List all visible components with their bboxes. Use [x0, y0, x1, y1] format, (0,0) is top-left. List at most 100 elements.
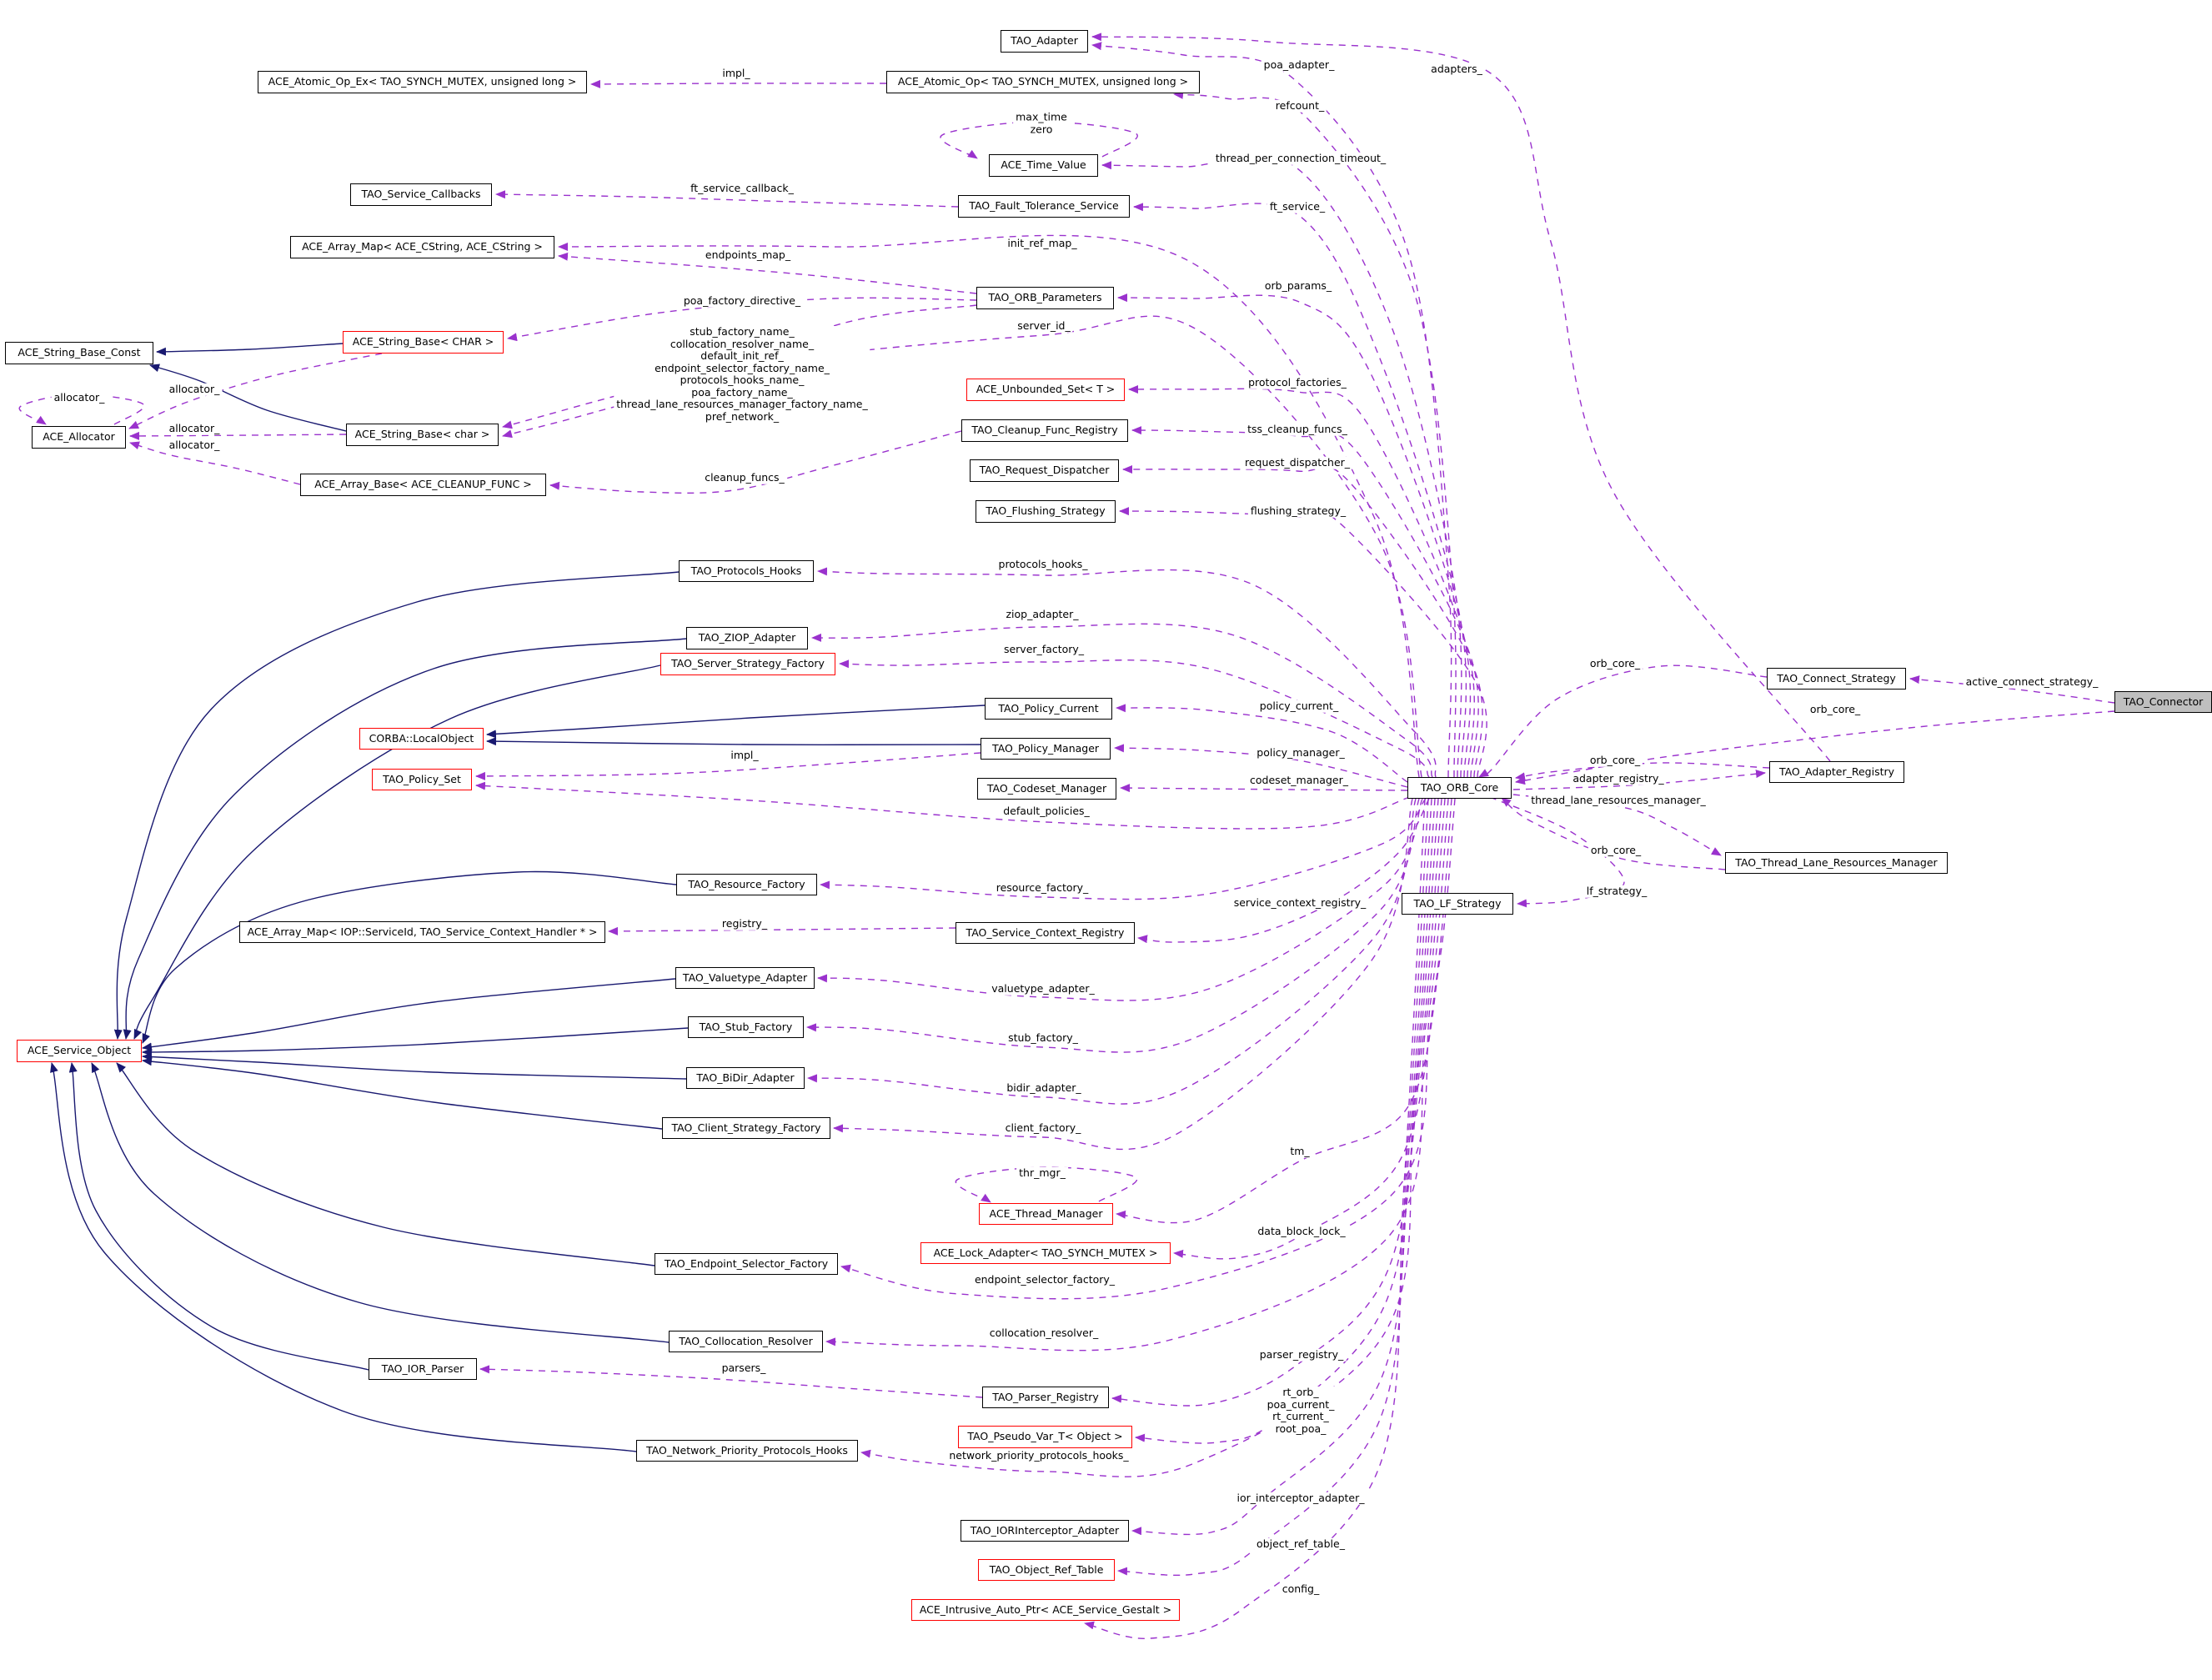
node-tao-stub-factory[interactable]: TAO_Stub_Factory — [688, 1016, 804, 1038]
edge-inh-valuetype — [142, 978, 676, 1051]
node-tao-lf-strategy[interactable]: TAO_LF_Strategy — [1402, 893, 1513, 915]
node-ace-string-base-const[interactable]: ACE_String_Base_Const — [5, 342, 153, 364]
node-tao-orb-parameters[interactable]: TAO_ORB_Parameters — [976, 287, 1114, 309]
node-tao-valuetype-adapter[interactable]: TAO_Valuetype_Adapter — [675, 967, 815, 989]
node-tao-policy-set[interactable]: TAO_Policy_Set — [372, 769, 472, 790]
edge-lf-strategy — [1489, 796, 1625, 908]
edge-policy-manager — [1114, 744, 1408, 788]
node-tao-service-context-registry[interactable]: TAO_Service_Context_Registry — [956, 922, 1135, 944]
edge-active-connect-strategy — [1909, 675, 2115, 704]
edge-orb-param-names — [502, 304, 977, 439]
edge-inh-client-strategy — [142, 1057, 663, 1130]
edge-protocol-factories — [1128, 384, 1475, 778]
node-ace-atomic-op-ex[interactable]: ACE_Atomic_Op_Ex< TAO_SYNCH_MUTEX, unsig… — [258, 71, 587, 93]
node-tao-policy-current[interactable]: TAO_Policy_Current — [985, 698, 1112, 720]
node-tao-resource-factory[interactable]: TAO_Resource_Factory — [676, 874, 817, 895]
node-tao-flushing-strategy[interactable]: TAO_Flushing_Strategy — [976, 500, 1116, 523]
edge-flushing-strategy — [1119, 507, 1487, 778]
edge-inh-stub-factory — [142, 1027, 689, 1056]
edge-parsers — [479, 1365, 983, 1398]
node-ace-array-base[interactable]: ACE_Array_Base< ACE_CLEANUP_FUNC > — [300, 474, 546, 496]
node-tao-pseudo-var-t[interactable]: TAO_Pseudo_Var_T< Object > — [958, 1426, 1132, 1448]
node-tao-fault-tolerance-service[interactable]: TAO_Fault_Tolerance_Service — [958, 195, 1130, 218]
node-ace-atomic-op[interactable]: ACE_Atomic_Op< TAO_SYNCH_MUTEX, unsigned… — [886, 71, 1200, 93]
edge-resource-factory — [820, 798, 1427, 900]
edge-allocator-array — [129, 441, 301, 485]
node-ace-lock-adapter[interactable]: ACE_Lock_Adapter< TAO_SYNCH_MUTEX > — [920, 1242, 1171, 1264]
node-tao-client-strategy-factory[interactable]: TAO_Client_Strategy_Factory — [662, 1117, 830, 1139]
node-ace-array-map-iop[interactable]: ACE_Array_Map< IOP::ServiceId, TAO_Servi… — [239, 921, 605, 943]
node-corba-localobject[interactable]: CORBA::LocalObject — [359, 728, 484, 750]
edge-time-value-loop — [940, 121, 1138, 159]
edge-rt-members — [1135, 798, 1439, 1444]
node-tao-network-priority-protocols-hooks[interactable]: TAO_Network_Priority_Protocols_Hooks — [636, 1440, 858, 1462]
edge-data-block-lock — [1173, 798, 1452, 1260]
edge-request-dispatcher — [1122, 464, 1483, 778]
node-tao-request-dispatcher[interactable]: TAO_Request_Dispatcher — [970, 459, 1119, 482]
node-ace-string-base-char[interactable]: ACE_String_Base< char > — [346, 424, 499, 446]
node-tao-ziop-adapter[interactable]: TAO_ZIOP_Adapter — [686, 627, 808, 649]
edge-inh-server-strategy — [133, 664, 661, 1040]
edge-ziop-adapter — [811, 623, 1433, 778]
edge-thr-mgr-loop — [955, 1166, 1138, 1203]
node-tao-endpoint-selector-factory[interactable]: TAO_Endpoint_Selector_Factory — [655, 1253, 838, 1275]
node-tao-server-strategy-factory[interactable]: TAO_Server_Strategy_Factory — [660, 653, 835, 675]
edge-refcount — [1173, 90, 1457, 778]
edge-poa-adapter — [1091, 42, 1452, 778]
node-ace-time-value[interactable]: ACE_Time_Value — [989, 154, 1098, 177]
node-tao-collocation-resolver[interactable]: TAO_Collocation_Resolver — [669, 1331, 823, 1352]
node-tao-codeset-manager[interactable]: TAO_Codeset_Manager — [977, 778, 1116, 800]
edge-tss-cleanup-funcs — [1131, 426, 1479, 778]
node-ace-intrusive-auto-ptr[interactable]: ACE_Intrusive_Auto_Ptr< ACE_Service_Gest… — [911, 1599, 1180, 1621]
edge-orb-core-ar — [1515, 762, 1770, 781]
edge-inh-endpoint-selector — [116, 1062, 655, 1266]
node-tao-thread-lane-resources-manager[interactable]: TAO_Thread_Lane_Resources_Manager — [1725, 852, 1948, 874]
edge-inh-bidir — [142, 1052, 687, 1080]
node-tao-connector[interactable]: TAO_Connector — [2114, 691, 2212, 713]
edge-policy-current — [1116, 704, 1408, 783]
edge-codeset-manager — [1120, 784, 1408, 793]
node-tao-service-callbacks[interactable]: TAO_Service_Callbacks — [350, 183, 492, 206]
edge-thread-lane-resources-manager — [1512, 794, 1722, 856]
node-tao-cleanup-func-registry[interactable]: TAO_Cleanup_Func_Registry — [961, 419, 1128, 442]
node-ace-string-base-char-t[interactable]: ACE_String_Base< CHAR > — [343, 331, 504, 354]
edge-endpoint-selector-factory — [840, 798, 1449, 1300]
node-tao-iorinterceptor-adapter[interactable]: TAO_IORInterceptor_Adapter — [961, 1520, 1129, 1542]
edge-ft-service — [1133, 203, 1467, 778]
edge-inh-protocols-hooks — [113, 571, 680, 1040]
edge-config — [1084, 798, 1426, 1639]
edge-cleanup-funcs — [549, 430, 962, 494]
node-tao-ior-parser[interactable]: TAO_IOR_Parser — [369, 1358, 477, 1380]
node-ace-array-map-cstring[interactable]: ACE_Array_Map< ACE_CString, ACE_CString … — [290, 236, 554, 258]
edge-client-factory — [833, 798, 1413, 1151]
node-tao-parser-registry[interactable]: TAO_Parser_Registry — [982, 1387, 1109, 1408]
edge-allocator-char-t — [128, 353, 383, 429]
node-ace-allocator[interactable]: ACE_Allocator — [32, 426, 126, 449]
node-tao-adapter[interactable]: TAO_Adapter — [1001, 30, 1088, 53]
node-ace-service-object[interactable]: ACE_Service_Object — [17, 1040, 142, 1062]
node-tao-connect-strategy[interactable]: TAO_Connect_Strategy — [1767, 668, 1906, 690]
edge-inh-collocation — [91, 1062, 670, 1343]
edge-default-policies — [475, 781, 1411, 830]
node-tao-orb-core[interactable]: TAO_ORB_Core — [1407, 777, 1512, 799]
node-tao-policy-manager[interactable]: TAO_Policy_Manager — [981, 738, 1111, 760]
edge-inh-network-priority — [50, 1062, 637, 1452]
edge-allocator-char — [129, 431, 347, 440]
node-tao-bidir-adapter[interactable]: TAO_BiDir_Adapter — [686, 1067, 805, 1089]
node-ace-unbounded-set[interactable]: ACE_Unbounded_Set< T > — [966, 379, 1125, 401]
node-tao-adapter-registry[interactable]: TAO_Adapter_Registry — [1769, 761, 1904, 783]
edge-adapters — [1091, 33, 1831, 762]
node-tao-protocols-hooks[interactable]: TAO_Protocols_Hooks — [679, 560, 814, 582]
edge-thread-per-connection-timeout — [1101, 155, 1462, 778]
edge-allocator-loop — [18, 394, 145, 425]
edge-bidir-adapter — [807, 798, 1417, 1105]
edge-orb-core-cs — [1478, 664, 1768, 780]
edge-orb-core-tlrm — [1501, 797, 1726, 870]
node-tao-object-ref-table[interactable]: TAO_Object_Ref_Table — [978, 1559, 1115, 1581]
edge-endpoints-map — [558, 252, 977, 294]
node-ace-thread-manager[interactable]: ACE_Thread_Manager — [979, 1203, 1113, 1225]
edge-protocols-hooks — [817, 567, 1437, 778]
